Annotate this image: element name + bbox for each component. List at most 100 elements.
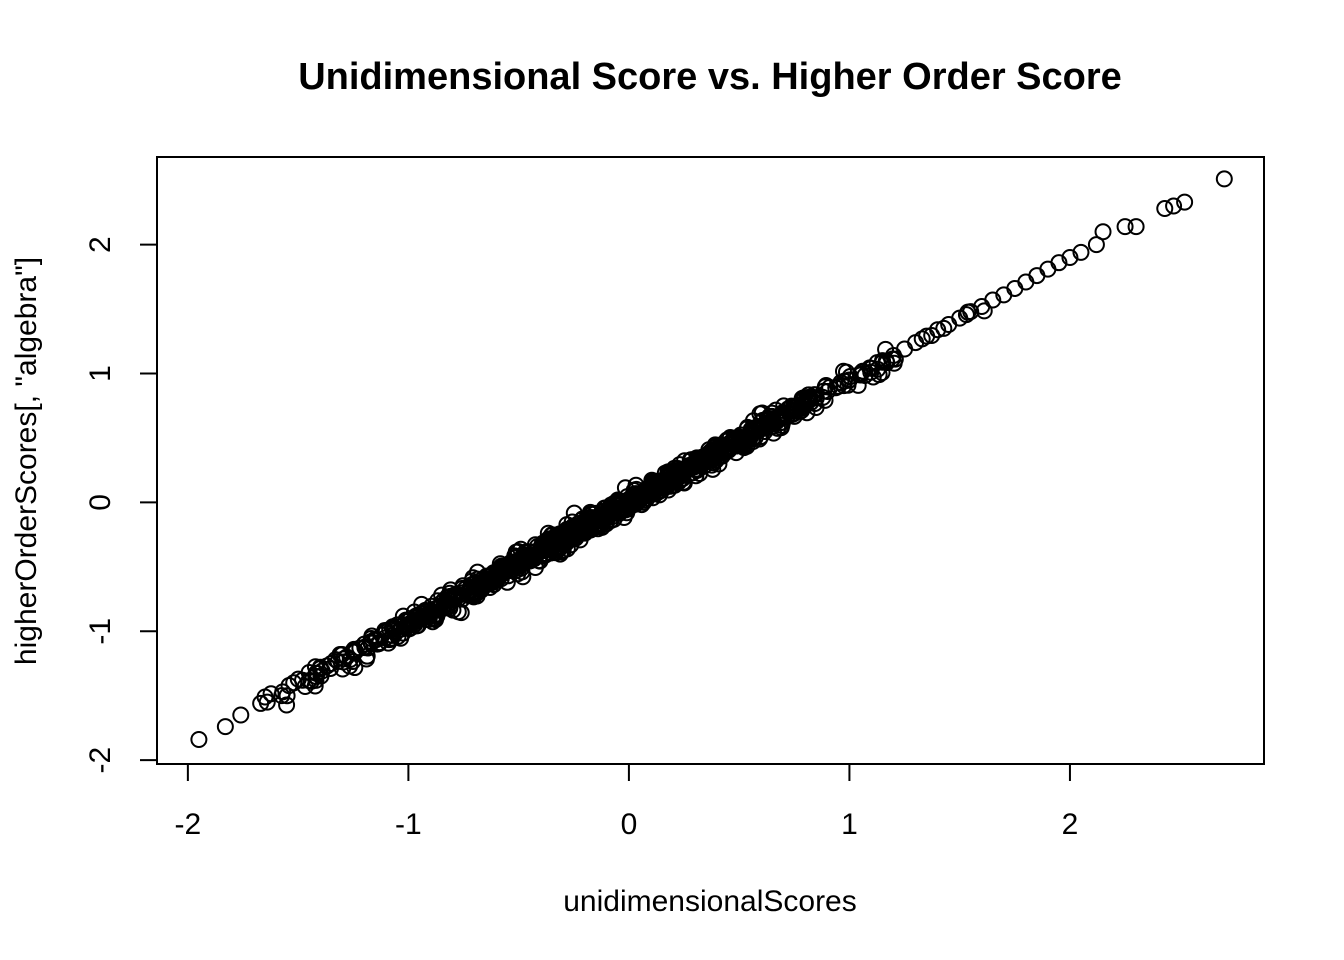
data-point — [652, 472, 670, 490]
data-point — [1087, 236, 1105, 254]
data-point — [444, 601, 462, 619]
x-axis: -2 -1 0 1 2 — [175, 763, 1079, 841]
data-points — [190, 170, 1233, 749]
data-point — [656, 472, 674, 490]
data-point — [710, 455, 728, 473]
data-point — [289, 670, 307, 688]
data-point — [190, 731, 208, 749]
data-point — [870, 366, 888, 384]
data-point — [1165, 197, 1183, 215]
data-point — [1028, 267, 1046, 285]
data-point — [1017, 273, 1035, 291]
data-point — [278, 696, 296, 714]
data-point — [815, 382, 833, 400]
y-tick-label: -1 — [84, 618, 117, 645]
data-point — [307, 664, 325, 682]
data-point — [394, 607, 412, 625]
data-point — [782, 397, 800, 415]
data-point — [684, 464, 702, 482]
data-point — [1215, 170, 1233, 188]
x-tick-label: 1 — [841, 808, 858, 841]
data-point — [362, 634, 380, 652]
data-point — [278, 687, 296, 705]
data-point — [306, 677, 324, 695]
data-point — [258, 693, 276, 711]
data-point — [465, 588, 483, 606]
data-point — [1050, 254, 1068, 272]
data-point — [521, 552, 539, 570]
data-point — [427, 611, 445, 629]
data-point — [886, 350, 904, 368]
data-point — [612, 492, 630, 510]
data-point — [344, 643, 362, 661]
y-axis: -2 -1 0 1 2 — [84, 236, 158, 774]
data-point — [878, 354, 896, 372]
data-point — [504, 554, 522, 572]
data-point — [1039, 260, 1057, 278]
data-point — [984, 291, 1002, 309]
data-point — [957, 306, 975, 324]
data-point — [513, 552, 531, 570]
data-point — [763, 404, 781, 422]
data-point — [329, 652, 347, 670]
data-point — [832, 374, 850, 392]
data-point — [376, 621, 394, 639]
data-point — [929, 321, 947, 339]
data-point — [835, 377, 853, 395]
y-axis-label: higherOrderScores[, "algebra"] — [10, 257, 43, 665]
data-point — [357, 650, 375, 668]
data-point — [935, 319, 953, 337]
data-point — [782, 406, 800, 424]
data-point — [975, 302, 993, 320]
data-point — [442, 591, 460, 609]
data-point — [827, 379, 845, 397]
data-point — [331, 646, 349, 664]
data-point — [417, 610, 435, 628]
data-point — [724, 430, 742, 448]
x-axis-label: unidimensionalScores — [563, 885, 857, 918]
data-point — [382, 630, 400, 648]
data-point — [536, 541, 554, 559]
data-point — [597, 499, 615, 517]
x-tick-label: -2 — [175, 808, 202, 841]
data-point — [1072, 243, 1090, 261]
chart-title: Unidimensional Score vs. Higher Order Sc… — [298, 56, 1122, 98]
y-tick-label: 0 — [84, 494, 117, 511]
data-point — [1061, 249, 1079, 267]
data-point — [1176, 193, 1194, 211]
x-tick-label: 2 — [1062, 808, 1079, 841]
data-point — [763, 413, 781, 431]
data-point — [655, 479, 673, 497]
data-point — [1127, 218, 1145, 236]
data-point — [630, 486, 648, 504]
data-point — [341, 651, 359, 669]
data-point — [573, 518, 591, 536]
data-point — [738, 429, 756, 447]
data-point — [273, 687, 291, 705]
data-point — [1156, 200, 1174, 218]
data-point — [262, 685, 280, 703]
data-point — [232, 706, 250, 724]
data-point — [597, 512, 615, 530]
data-point — [877, 340, 895, 358]
data-point — [772, 408, 790, 426]
data-point — [1006, 279, 1024, 297]
data-point — [1116, 218, 1134, 236]
data-point — [799, 389, 817, 407]
y-tick-label: 2 — [84, 236, 117, 253]
y-tick-label: -2 — [84, 747, 117, 774]
data-point — [619, 495, 637, 513]
y-tick-label: 1 — [84, 365, 117, 382]
data-point — [706, 436, 724, 454]
data-point — [913, 330, 931, 348]
data-point — [646, 473, 664, 491]
x-tick-label: 0 — [621, 808, 638, 841]
data-point — [216, 718, 234, 736]
data-point — [1094, 223, 1112, 241]
data-point — [399, 616, 417, 634]
data-point — [492, 570, 510, 588]
data-point — [486, 570, 504, 588]
data-point — [306, 658, 324, 676]
x-tick-label: -1 — [395, 808, 422, 841]
